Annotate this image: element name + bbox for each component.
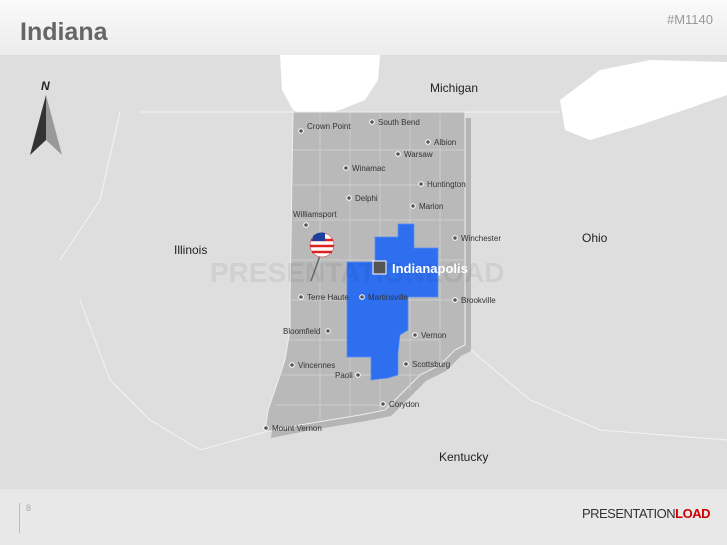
city-label: Bloomfield (283, 327, 320, 336)
footer: 8 PRESENTATIONLOAD (0, 489, 727, 545)
brand-text: PRESENTATION (581, 506, 676, 521)
map: PRESENTATIONLOAD N Michigan Illinois Ohi… (0, 55, 727, 489)
city-dot (346, 195, 352, 201)
city-dot (403, 361, 409, 367)
city-label: Crown Point (307, 122, 351, 131)
city-dot (452, 235, 458, 241)
city-label: Albion (434, 138, 456, 147)
region-illinois: Illinois (174, 243, 207, 257)
city-label: Terre Haute (307, 293, 349, 302)
region-michigan: Michigan (430, 81, 478, 95)
city-label: Winchester (461, 234, 501, 243)
city-label: Corydon (389, 400, 419, 409)
slide-code: #M1140 (666, 12, 713, 27)
city-label: Warsaw (404, 150, 433, 159)
city-dot (355, 372, 361, 378)
city-dot (395, 151, 401, 157)
header: Indiana #M1140 (0, 0, 727, 55)
capital-marker (372, 260, 387, 275)
brand-text-bold: LOAD (675, 506, 710, 521)
region-ohio: Ohio (582, 231, 608, 245)
city-dot (359, 294, 365, 300)
city-label: Vernon (421, 331, 446, 340)
city-label: Winamac (352, 164, 385, 173)
city-dot (303, 222, 309, 228)
city-dot (298, 128, 304, 134)
highlighted-counties (346, 223, 439, 381)
city-dot (425, 139, 431, 145)
city-label: Mount Vernon (272, 424, 322, 433)
lake-erie (560, 60, 727, 140)
city-dot (298, 294, 304, 300)
brand-logo: PRESENTATIONLOAD (581, 506, 711, 521)
city-dot (325, 328, 331, 334)
compass-n-label: N (41, 79, 50, 93)
city-label: Huntington (427, 180, 466, 189)
city-dot (412, 332, 418, 338)
capital-label: Indianapolis (392, 261, 468, 276)
city-label: South Bend (378, 118, 420, 127)
state-borders (59, 111, 727, 451)
city-label: Vincennes (298, 361, 335, 370)
watermark: PRESENTATIONLOAD (210, 257, 505, 288)
city-dot (343, 165, 349, 171)
city-dot (380, 401, 386, 407)
page-title: Indiana (20, 18, 108, 46)
pin-icon (309, 232, 335, 282)
city-label: Martinsville (368, 293, 409, 302)
compass-arrow-icon (30, 95, 46, 155)
city-label: Delphi (355, 194, 378, 203)
page-number: 8 (19, 503, 31, 533)
city-dot (410, 203, 416, 209)
city-label: Scottsburg (412, 360, 450, 369)
compass: N (30, 79, 62, 155)
region-kentucky: Kentucky (439, 450, 488, 464)
city-label: Brookville (461, 296, 496, 305)
city-dot (418, 181, 424, 187)
lake-michigan (280, 55, 380, 118)
city-dot (452, 297, 458, 303)
city-dot (289, 362, 295, 368)
city-dot (263, 425, 269, 431)
city-label: Williamsport (293, 210, 337, 219)
city-dot (369, 119, 375, 125)
city-label: Marion (419, 202, 443, 211)
city-label: Paoli (335, 371, 353, 380)
